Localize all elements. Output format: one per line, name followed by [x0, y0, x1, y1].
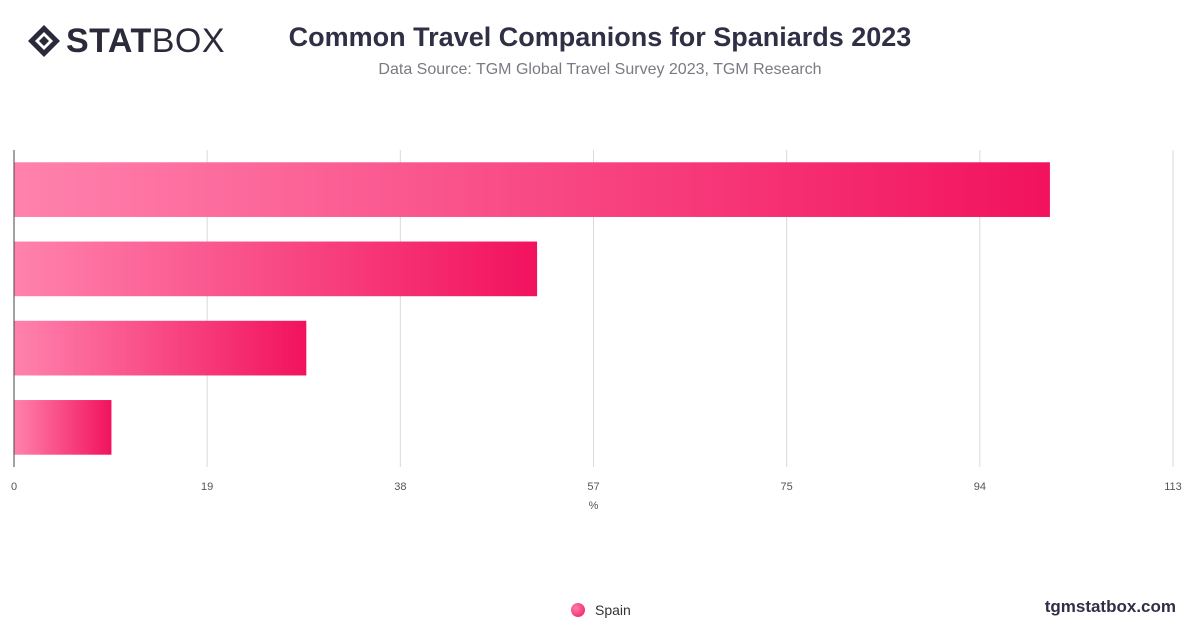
- bar[interactable]: [14, 241, 538, 297]
- bar[interactable]: [14, 320, 307, 376]
- x-tick-label: 57: [587, 481, 599, 493]
- legend-marker-icon: [571, 603, 585, 617]
- brand-logo: STATBOX: [26, 22, 225, 60]
- x-tick-label: 113: [1164, 481, 1182, 493]
- brand-name: STATBOX: [66, 24, 225, 58]
- brand-name-light: BOX: [151, 22, 226, 60]
- bar[interactable]: [14, 162, 1050, 217]
- x-tick-label: 94: [974, 481, 986, 493]
- diamond-logo-icon: [26, 23, 62, 59]
- x-tick-label: 75: [781, 481, 793, 493]
- chart-subtitle: Data Source: TGM Global Travel Survey 20…: [378, 61, 822, 78]
- bars: [14, 162, 1050, 455]
- brand-name-bold: STAT: [66, 22, 152, 60]
- x-axis-ticks: 0 19 38 57 75 94 113: [11, 481, 1182, 493]
- website-url: tgmstatbox.com: [1044, 597, 1176, 616]
- x-axis-label: %: [589, 500, 599, 512]
- legend[interactable]: Spain: [571, 602, 631, 618]
- bar[interactable]: [14, 400, 112, 455]
- x-tick-label: 38: [394, 481, 406, 493]
- legend-label-spain: Spain: [595, 602, 631, 618]
- x-tick-label: 0: [11, 481, 17, 493]
- chart-title: Common Travel Companions for Spaniards 2…: [288, 22, 912, 52]
- x-tick-label: 19: [201, 481, 213, 493]
